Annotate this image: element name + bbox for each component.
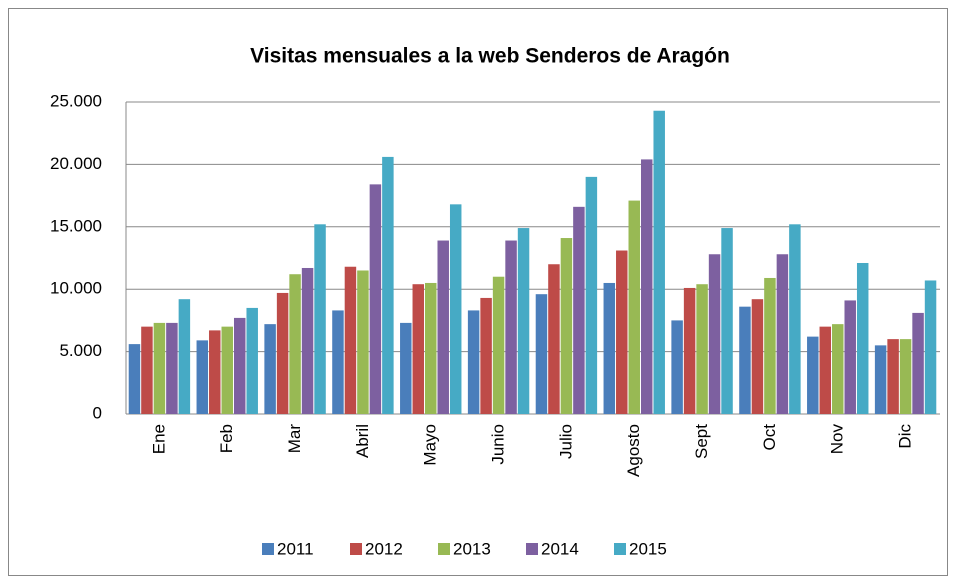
bar bbox=[856, 262, 869, 414]
bar bbox=[573, 206, 585, 414]
x-tick-label: Oct bbox=[760, 424, 779, 451]
bar bbox=[739, 306, 751, 414]
bar bbox=[764, 277, 776, 414]
bar bbox=[400, 322, 412, 414]
bar bbox=[603, 282, 616, 414]
bar bbox=[844, 300, 856, 414]
bar bbox=[467, 310, 480, 414]
x-tick-label: Julio bbox=[556, 424, 575, 459]
bar bbox=[449, 204, 462, 414]
bar bbox=[437, 240, 449, 414]
legend-label: 2013 bbox=[453, 539, 491, 558]
bar bbox=[178, 299, 191, 414]
chart-border bbox=[8, 8, 948, 576]
bar bbox=[535, 294, 548, 414]
bar bbox=[560, 238, 573, 414]
bar bbox=[141, 326, 153, 414]
bar bbox=[616, 250, 628, 414]
bar bbox=[196, 340, 209, 414]
x-tick-label: Mar bbox=[285, 424, 304, 454]
y-tick-label: 0 bbox=[93, 403, 102, 422]
bar bbox=[517, 228, 530, 414]
bar bbox=[708, 254, 721, 414]
bar bbox=[683, 287, 696, 414]
x-tick-label: Agosto bbox=[624, 424, 643, 477]
legend-swatch bbox=[262, 543, 274, 555]
bar bbox=[789, 224, 801, 414]
bar bbox=[128, 344, 141, 414]
legend-swatch bbox=[526, 543, 538, 555]
bar bbox=[357, 270, 369, 414]
legend-swatch bbox=[614, 543, 626, 555]
y-tick-label: 10.000 bbox=[50, 279, 102, 298]
y-tick-label: 5.000 bbox=[59, 341, 102, 360]
bar bbox=[412, 284, 425, 414]
bar bbox=[874, 345, 887, 414]
bar bbox=[807, 336, 819, 414]
bar bbox=[671, 320, 683, 414]
bar bbox=[153, 322, 166, 414]
bar bbox=[480, 297, 492, 414]
bar bbox=[289, 274, 301, 414]
legend-swatch bbox=[350, 543, 362, 555]
bar bbox=[505, 240, 517, 414]
x-tick-label: Mayo bbox=[421, 424, 440, 466]
bar bbox=[332, 310, 344, 414]
bar bbox=[301, 267, 314, 414]
y-tick-label: 15.000 bbox=[50, 216, 102, 235]
bar bbox=[314, 224, 326, 414]
bar bbox=[344, 266, 357, 414]
bar bbox=[492, 276, 505, 414]
x-tick-label: Dic bbox=[896, 424, 915, 449]
legend-label: 2014 bbox=[541, 539, 579, 558]
x-tick-label: Ene bbox=[149, 424, 168, 454]
bar bbox=[628, 200, 640, 414]
bar bbox=[585, 176, 598, 414]
y-tick-label: 25.000 bbox=[50, 91, 102, 110]
legend-label: 2011 bbox=[277, 539, 314, 558]
bar bbox=[912, 312, 924, 414]
bar bbox=[887, 339, 899, 414]
bar bbox=[640, 159, 653, 414]
x-tick-label: Junio bbox=[489, 424, 508, 465]
x-tick-label: Sept bbox=[692, 424, 711, 459]
bar bbox=[246, 307, 258, 414]
bar bbox=[832, 324, 844, 414]
legend-swatch bbox=[438, 543, 450, 555]
bar bbox=[166, 322, 178, 414]
bar bbox=[369, 184, 382, 414]
bar bbox=[221, 326, 233, 414]
bar bbox=[899, 339, 912, 414]
chart-title: Visitas mensuales a la web Senderos de A… bbox=[250, 45, 730, 68]
bar bbox=[751, 299, 764, 414]
bar bbox=[721, 228, 733, 414]
bar bbox=[653, 110, 665, 415]
x-tick-label: Abril bbox=[353, 424, 372, 458]
legend-label: 2012 bbox=[365, 539, 403, 558]
bar bbox=[924, 280, 937, 414]
bar bbox=[233, 317, 246, 414]
x-tick-label: Nov bbox=[828, 424, 847, 455]
bar bbox=[819, 326, 832, 414]
bar bbox=[276, 292, 289, 414]
y-tick-label: 20.000 bbox=[50, 154, 102, 173]
bar bbox=[264, 324, 276, 414]
bar bbox=[209, 330, 221, 414]
bar bbox=[548, 264, 560, 414]
bar bbox=[776, 254, 789, 414]
bar bbox=[382, 156, 394, 415]
legend-label: 2015 bbox=[629, 539, 667, 558]
bar bbox=[696, 284, 708, 414]
x-tick-label: Feb bbox=[217, 424, 236, 453]
bar bbox=[425, 282, 437, 414]
